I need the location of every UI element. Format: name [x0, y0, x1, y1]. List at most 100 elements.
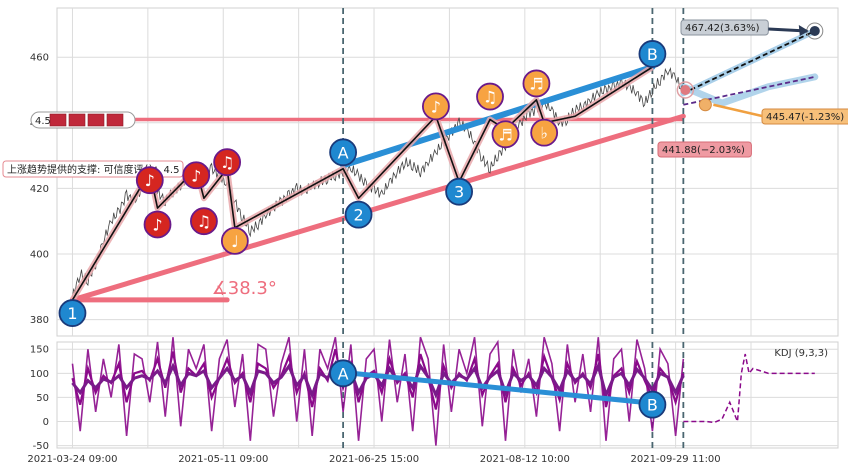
forecast-up-callout-text: 467.42(3.63%): [685, 23, 760, 34]
support-score-badge: 4.5: [30, 111, 136, 129]
price-wave-marker-circle: [638, 40, 667, 68]
price-wave-marker: A: [329, 138, 358, 167]
forecast-mid-line: [683, 75, 815, 106]
forecast-band: [679, 73, 819, 107]
price-wave-marker-circle: [522, 69, 551, 98]
x-tick-label: 2021-05-11 09:00: [178, 454, 268, 465]
forecast-up-line: [682, 30, 816, 95]
price-wave-marker-circle: [58, 299, 87, 327]
price-wave-marker: B: [638, 40, 667, 68]
price-wave-marker: ♪: [182, 161, 211, 190]
kdj-forecast-line: [683, 353, 815, 424]
kdj-panel-frame: [56, 341, 839, 449]
price-wave-marker-circle: [329, 138, 358, 167]
x-tick-label: 2021-03-24 09:00: [27, 454, 117, 465]
price-wave-marker: ♫: [190, 207, 218, 236]
price-wave-marker-circle: [143, 210, 172, 239]
current-price-ring: [676, 81, 695, 99]
price-wave-marker: ♭: [530, 118, 559, 147]
support-score-icon: [87, 113, 105, 127]
support-score-icon: [68, 113, 86, 127]
support-callout-text: 上涨趋势提供的支撑: 可信度评分：4.5: [7, 163, 179, 176]
price-wave-marker-circle: [182, 161, 211, 190]
forecast-mid-callout: 445.47(-1.23%): [761, 108, 848, 125]
kdj-d-line: [71, 360, 685, 400]
forecast-down-callout-box: [657, 141, 752, 158]
kdj-j-line: [71, 336, 685, 446]
price-wave-marker-circle: [476, 82, 504, 111]
price-wave-marker-label: ♪: [145, 171, 155, 190]
price-wave-marker-label: ♬: [529, 74, 543, 93]
price-wave-marker-circle: [213, 148, 242, 177]
price-wave-marker-circle: [491, 120, 520, 149]
price-wave-marker-label: ♩: [231, 232, 239, 251]
support-score-icon: [106, 113, 124, 127]
price-y-tick-label: 460: [30, 53, 49, 64]
kdj-marker-label: B: [647, 396, 658, 415]
support-score-icon: [49, 113, 67, 127]
current-price-dot: [680, 85, 691, 95]
price-wave-marker: ♫: [213, 148, 242, 177]
price-wave-marker: ♪: [135, 166, 164, 195]
kdj-y-tick-label: 0: [43, 417, 49, 428]
angle-label: ∡38.3°: [212, 278, 277, 299]
price-wave-marker-label: 1: [67, 304, 77, 323]
price-wave-marker: ♬: [522, 69, 551, 98]
price-y-tick-label: 400: [30, 250, 49, 261]
price-wave-marker-label: 3: [454, 183, 464, 202]
price-y-tick-label: 380: [30, 315, 49, 326]
x-tick-label: 2021-08-12 10:00: [480, 454, 570, 465]
forecast-up-target-dot: [809, 25, 820, 36]
kdj-y-tick-label: 150: [30, 345, 49, 356]
forecast-mid-callout-box: [761, 108, 848, 125]
price-wave-marker-label: 2: [353, 206, 363, 225]
x-tick-label: 2021-09-29 11:00: [631, 454, 721, 465]
price-wave-marker-label: ♫: [197, 212, 211, 231]
price-y-tick-label: 420: [30, 184, 49, 195]
forecast-up-callout-box: [680, 19, 769, 36]
forecast-up-callout: 467.42(3.63%): [680, 19, 769, 36]
price-wave-marker-label: ♫: [220, 153, 234, 172]
forecast-up-arrowhead: [798, 24, 809, 36]
x-tick-label: 2021-06-25 15:00: [329, 454, 419, 465]
price-wave-marker-label: A: [338, 143, 349, 162]
price-wave-marker-circle: [220, 226, 249, 255]
price-wave-marker: 2: [344, 200, 373, 229]
price-wave-marker-label: ♬: [498, 125, 512, 144]
price-wave-marker-label: ♪: [152, 215, 162, 234]
kdj-marker: B: [638, 390, 667, 419]
price-channel-line: [340, 64, 656, 169]
forecast-down-callout-text: 441.88(−2.03%): [662, 145, 745, 156]
price-wave-marker: ♫: [476, 82, 504, 111]
price-wave-marker-circle: [422, 92, 450, 121]
forecast-mid-dot: [698, 98, 712, 112]
price-wave-marker-circle: [445, 177, 473, 206]
kdj-marker-label: A: [338, 364, 349, 383]
price-wave-marker-label: B: [647, 45, 658, 64]
price-wave-marker-circle: [190, 207, 218, 236]
price-wave-marker: ♩: [220, 226, 249, 255]
kdj-marker-circle: [638, 390, 667, 419]
forecast-mid-arrow: [713, 103, 763, 118]
price-wave-marker-label: ♭: [540, 124, 548, 143]
price-wave-marker: 3: [445, 177, 473, 206]
kdj-y-tick-label: -50: [33, 441, 49, 452]
price-wave-marker-circle: [344, 200, 373, 229]
uptrend-line: [69, 113, 686, 303]
price-wave-marker-circle: [530, 118, 559, 147]
price-wave-marker-label: ♫: [483, 88, 497, 107]
forecast-down-callout: 441.88(−2.03%): [657, 141, 752, 158]
price-wave-marker: ♪: [143, 210, 172, 239]
kdj-y-tick-label: 100: [30, 369, 49, 380]
kdj-marker-circle: [329, 359, 358, 388]
forecast-mid-callout-text: 445.47(-1.23%): [766, 112, 844, 123]
kdj-channel-line: [340, 369, 655, 406]
price-wave-marker-circle: [135, 166, 164, 195]
kdj-y-tick-label: 50: [36, 393, 49, 404]
price-wave-marker: 1: [58, 299, 87, 327]
kdj-legend-label: KDJ (9,3,3): [774, 348, 828, 359]
support-score-badge-text: 4.5: [35, 116, 51, 127]
price-wave-marker: ♬: [491, 120, 520, 149]
price-wave-marker: ♪: [422, 92, 450, 121]
